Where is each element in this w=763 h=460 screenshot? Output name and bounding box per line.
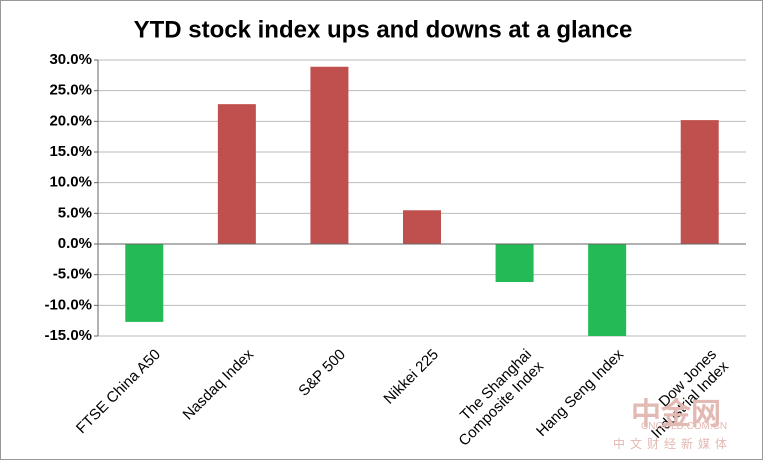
bar — [495, 244, 534, 283]
bar — [588, 244, 627, 336]
y-tick-label: -10.0% — [44, 296, 92, 313]
y-tick-label: 5.0% — [58, 204, 92, 221]
watermark-domain: CNGOLD.COM.CN — [641, 421, 728, 432]
bar — [403, 210, 441, 244]
y-tick-label: 20.0% — [49, 112, 92, 129]
y-tick-label: 30.0% — [49, 51, 92, 68]
y-tick-label: -15.0% — [44, 327, 92, 344]
y-tick-label: 0.0% — [58, 235, 92, 252]
chart-title: YTD stock index ups and downs at a glanc… — [134, 16, 633, 43]
bar — [217, 104, 256, 244]
watermark-logo: 中金网 — [631, 398, 721, 431]
watermark-tagline: 中文财经新媒体 — [613, 437, 733, 451]
y-tick-label: -5.0% — [53, 266, 92, 283]
bar — [125, 244, 164, 322]
y-tick-label: 15.0% — [49, 143, 92, 160]
y-tick-label: 10.0% — [49, 174, 92, 191]
bar — [680, 120, 719, 244]
y-tick-label: 25.0% — [49, 82, 92, 99]
bar — [310, 66, 349, 244]
